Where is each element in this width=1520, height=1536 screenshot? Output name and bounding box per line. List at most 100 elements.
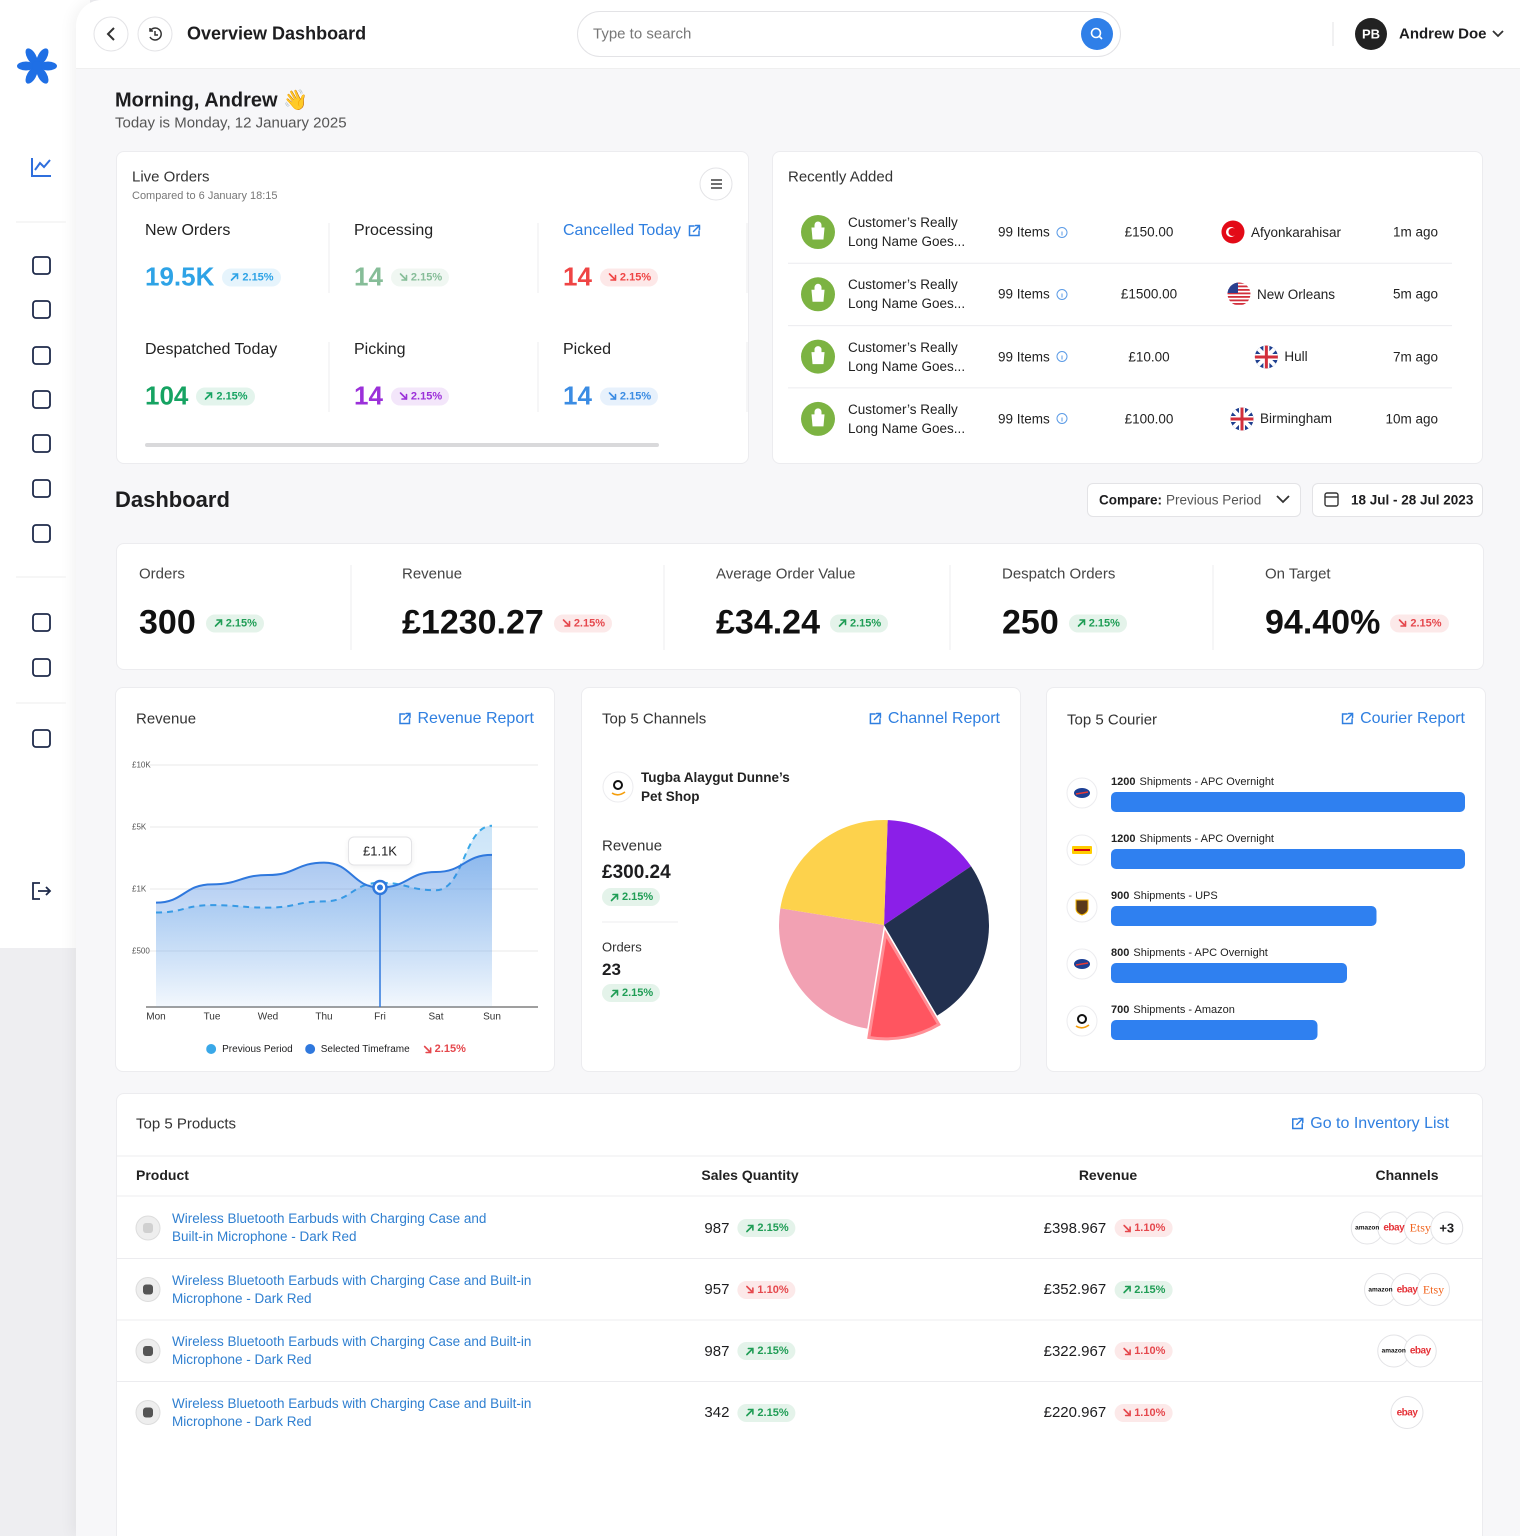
change-text: 2.15% <box>757 1222 789 1234</box>
kpi-value-row: 94.40% 2.15% <box>1265 604 1449 643</box>
icon-path <box>1341 712 1354 725</box>
arrow-path <box>423 1045 431 1053</box>
flag-body <box>1254 345 1278 369</box>
revenue: £352.967 2.15% <box>1044 1280 1173 1299</box>
bar-text: Shipments - APC Overnight <box>1133 947 1268 959</box>
legend-swatch <box>206 1044 217 1054</box>
y-tick-label: £10K <box>132 760 151 770</box>
change-text: 2.15% <box>757 1345 789 1357</box>
bar-label: 700 Shipments - Amazon <box>1111 1004 1235 1016</box>
link-text[interactable]: Channel Report <box>887 710 1000 727</box>
x-tick-label: Wed <box>257 1011 279 1023</box>
trend-arrow <box>608 392 617 400</box>
change-badge: 2.15% <box>390 387 450 405</box>
trend-arrow <box>1122 1347 1131 1355</box>
swatch-dot <box>304 1044 315 1054</box>
more-channels[interactable]: +3 <box>1439 1220 1455 1236</box>
change-badge: 1.10% <box>1114 1342 1173 1360</box>
recently-added-card <box>772 151 1483 464</box>
link[interactable]: Channel Report <box>868 710 1000 728</box>
channel-name: Etsy <box>1409 1220 1431 1235</box>
change-badge: 2.15% <box>737 1219 796 1237</box>
link[interactable]: Courier Report <box>1340 710 1465 728</box>
arrow-path <box>610 893 619 901</box>
kpi-value-row: 300 2.15% <box>139 604 264 643</box>
y-tick-label: £1K <box>132 884 147 894</box>
info-ring <box>1056 288 1068 300</box>
flag <box>1254 345 1278 369</box>
city: Afyonkarahisar <box>1250 224 1342 240</box>
compare-label: Compare: <box>1099 492 1163 508</box>
link-text[interactable]: Courier Report <box>1360 710 1465 727</box>
flag-stripe <box>1227 299 1251 302</box>
change-text: 2.15% <box>242 271 274 283</box>
date-range[interactable]: 18 Jul - 28 Jul 2023 <box>1351 492 1474 508</box>
location: Afyonkarahisar <box>1221 220 1341 244</box>
arrow-path <box>838 619 847 627</box>
kpi-label: Average Order Value <box>716 565 856 583</box>
legend-swatch <box>304 1044 315 1054</box>
user-name[interactable]: Andrew Doe <box>1399 25 1487 43</box>
items: 99 Items <box>998 349 1068 364</box>
change-badge: 2.15% <box>599 268 659 286</box>
change-badge: 2.15% <box>1114 1280 1173 1299</box>
quantity: 987 2.15% <box>704 1342 796 1360</box>
stat-value: 19.5K <box>145 261 215 292</box>
search-box[interactable] <box>577 11 1121 57</box>
trend-arrow <box>746 1285 754 1294</box>
icon-path <box>399 712 411 725</box>
link[interactable]: Go to Inventory List <box>1290 1115 1449 1133</box>
kpi-card <box>116 543 1484 670</box>
product-name[interactable]: Wireless Bluetooth Earbuds with Charging… <box>172 1211 487 1244</box>
card-title: Top 5 Products <box>136 1115 237 1133</box>
items-count: 99 Items <box>998 224 1050 240</box>
column-header: Product <box>136 1167 189 1183</box>
link-text[interactable]: Revenue Report <box>417 710 534 727</box>
items: 99 Items <box>998 225 1068 240</box>
flag-moon <box>1228 228 1237 236</box>
info-icon <box>1056 413 1068 425</box>
channel-name: amazon <box>1355 1224 1380 1232</box>
kpi-label: Revenue <box>402 565 463 583</box>
info-ring <box>1056 226 1068 238</box>
bar-value: 1200 <box>1111 776 1136 788</box>
info-icon <box>1056 351 1068 363</box>
stat-value: 14 <box>354 380 383 411</box>
date-picker[interactable] <box>1312 483 1483 517</box>
trend-arrow <box>746 1408 754 1417</box>
link-text[interactable]: Go to Inventory List <box>1310 1115 1449 1132</box>
price: £150.00 <box>1124 224 1174 240</box>
channel-name: ebay <box>1383 1222 1405 1234</box>
stat-value-row: 14 2.15% <box>563 262 659 293</box>
customer-name: Customer’s Really Long Name Goes... <box>848 215 966 249</box>
bar-text: Shipments - APC Overnight <box>1139 833 1274 845</box>
product-name[interactable]: Wireless Bluetooth Earbuds with Charging… <box>172 1395 532 1429</box>
compare-value[interactable]: Previous Period <box>1166 492 1262 508</box>
stat-value: 14 <box>563 380 592 411</box>
channel-name: amazon <box>1368 1286 1393 1293</box>
items-count: 99 Items <box>998 349 1050 365</box>
revenue-value: £398.967 <box>1043 1219 1107 1237</box>
compare-select[interactable] <box>1087 483 1301 517</box>
stat-link[interactable]: Cancelled Today <box>563 222 701 240</box>
location: New Orleans <box>1227 282 1335 306</box>
bar-text: Shipments - Amazon <box>1133 1004 1235 1016</box>
kpi-value: £34.24 <box>716 603 820 642</box>
quantity-value: 987 <box>704 1219 730 1237</box>
product-name[interactable]: Wireless Bluetooth Earbuds with Charging… <box>172 1272 532 1306</box>
stat-value-row: 104 2.15% <box>145 381 255 412</box>
link[interactable]: Revenue Report <box>397 710 534 728</box>
channel-name: ebay <box>1396 1407 1418 1418</box>
location: Birmingham <box>1230 407 1332 431</box>
trend-arrow <box>205 392 213 400</box>
stat-label: Despatched Today <box>145 341 278 358</box>
legend: Previous Period Selected Timeframe 2.15% <box>206 1043 466 1055</box>
stat-label[interactable]: Cancelled Today <box>563 222 682 239</box>
trend-arrow <box>562 619 571 627</box>
price: £1500.00 <box>1120 286 1178 302</box>
product-name[interactable]: Wireless Bluetooth Earbuds with Charging… <box>172 1334 532 1367</box>
column-header: Revenue <box>1078 1167 1138 1183</box>
arrow-path <box>231 273 239 281</box>
icon-path <box>688 224 701 237</box>
change-text: 2.15% <box>619 390 652 402</box>
